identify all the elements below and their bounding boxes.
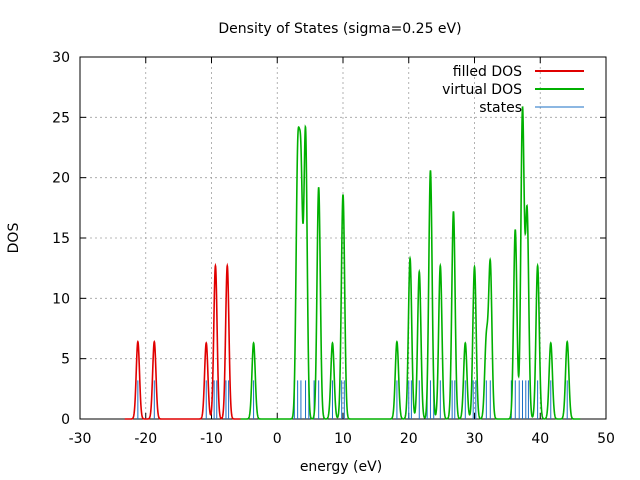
y-tick-label: 15 bbox=[52, 231, 70, 247]
y-tick-label: 5 bbox=[61, 352, 70, 368]
virtual-dos-series bbox=[240, 106, 581, 420]
x-tick-label: 0 bbox=[273, 431, 282, 447]
x-axis-label: energy (eV) bbox=[300, 459, 382, 475]
legend-filled-dos-label: filled DOS bbox=[453, 64, 522, 80]
legend-virtual-dos-label: virtual DOS bbox=[442, 82, 522, 98]
y-tick-label: 10 bbox=[52, 291, 70, 307]
y-tick-label: 30 bbox=[52, 50, 70, 66]
x-tick-label: 50 bbox=[597, 431, 615, 447]
x-tick-label: 30 bbox=[466, 431, 484, 447]
y-axis-label: DOS bbox=[6, 223, 22, 254]
x-tick-label: -20 bbox=[134, 431, 157, 447]
x-tick-label: 40 bbox=[531, 431, 549, 447]
filled-dos-series bbox=[124, 262, 241, 420]
grid-lines bbox=[80, 57, 606, 419]
axes: -30 -20 -10 0 10 20 30 40 50 0 5 10 15 20 25 30 bbox=[52, 50, 615, 447]
virtual-dos-line bbox=[240, 106, 581, 420]
y-tick-label: 20 bbox=[52, 171, 70, 187]
y-tick-label: 25 bbox=[52, 110, 70, 126]
filled-dos-line bbox=[124, 262, 241, 420]
x-tick-label: 20 bbox=[400, 431, 418, 447]
x-tick-label: -30 bbox=[69, 431, 92, 447]
chart-title: Density of States (sigma=0.25 eV) bbox=[218, 21, 461, 37]
x-tick-label: -10 bbox=[200, 431, 223, 447]
legend-states-label: states bbox=[479, 100, 522, 116]
x-tick-label: 10 bbox=[334, 431, 352, 447]
legend: filled DOS virtual DOS states bbox=[442, 64, 584, 116]
y-tick-label: 0 bbox=[61, 412, 70, 428]
